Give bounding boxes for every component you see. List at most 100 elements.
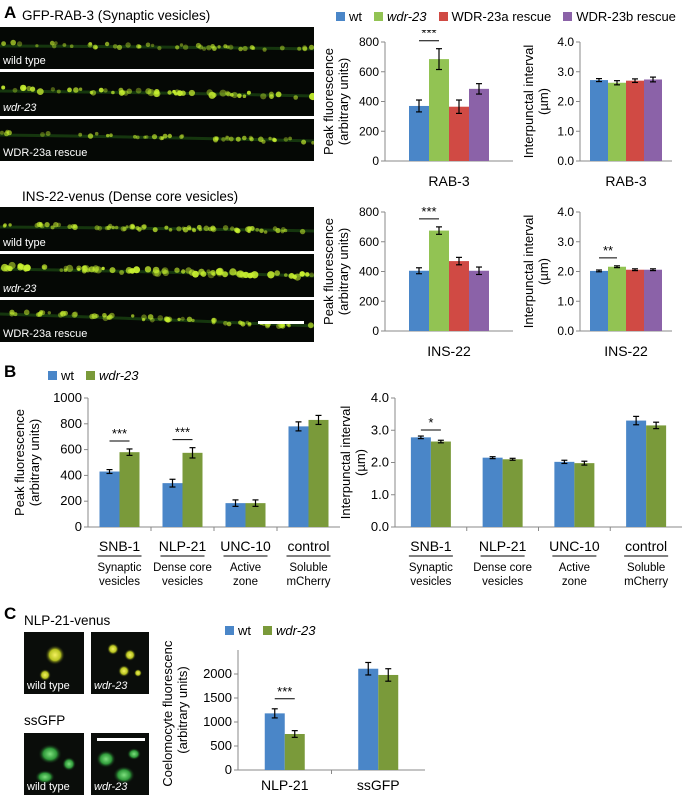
punctum — [36, 88, 44, 95]
chart-b-interpunctal-interval: Interpunctal interval(µm) 0.0 1.0 2.0 3.0 4.0… — [340, 390, 682, 588]
bar — [284, 734, 305, 770]
legend-item-rescue-a: WDR-23a rescue — [438, 9, 551, 24]
punctum — [136, 44, 141, 49]
punctum — [288, 136, 292, 141]
punctum — [186, 316, 193, 322]
legend-item-rescue-b: WDR-23b rescue — [563, 9, 676, 24]
punctum — [223, 321, 228, 326]
punctum — [274, 270, 281, 276]
punctum — [279, 45, 285, 51]
punctum — [76, 265, 82, 271]
punctum — [34, 223, 40, 228]
punctum — [203, 225, 210, 232]
punctum — [1, 85, 6, 90]
bar — [644, 269, 662, 331]
panel-b-legend: wt wdr-23 — [48, 368, 151, 383]
punctum — [231, 91, 238, 99]
nlp21-wdr23-image: wdr-23 — [91, 632, 149, 694]
punctum — [103, 88, 108, 93]
punctum — [210, 44, 215, 49]
x-tick-label: NLP-21 — [479, 538, 527, 554]
punctum — [135, 87, 142, 94]
punctum — [125, 42, 131, 48]
chart-coelomocyte-fluorescence: Coelomocyte fluorescence (arbitrary units… — [160, 640, 425, 793]
group-sublabel: Synaptic — [409, 562, 453, 574]
punctum — [135, 135, 140, 140]
punctum — [145, 88, 152, 95]
punctum — [236, 228, 241, 234]
punctum — [182, 44, 189, 50]
punctum — [129, 268, 136, 274]
bar — [308, 419, 329, 527]
punctum — [49, 40, 55, 46]
punctum — [72, 311, 78, 317]
punctum — [235, 136, 241, 142]
punctum — [102, 313, 107, 318]
punctum — [188, 269, 196, 276]
punctum — [1, 41, 6, 46]
punctum — [174, 267, 180, 273]
y-tick-label: 4.0 — [371, 390, 389, 405]
punctum — [82, 265, 87, 271]
rab3-wdr23-puncta-image — [0, 84, 314, 101]
punctum — [181, 269, 186, 274]
x-tick-label: NLP-21 — [261, 777, 309, 793]
punctum — [226, 91, 231, 97]
strip-label: wild type — [3, 237, 46, 249]
y-tick-label: 800 — [359, 35, 379, 49]
nlp21-images-title: NLP-21-venus — [24, 613, 111, 628]
punctum — [304, 272, 310, 277]
punctum — [251, 271, 259, 279]
punctum — [141, 224, 147, 229]
punctum — [147, 314, 154, 320]
punctum — [78, 87, 83, 91]
x-tick-label: SNB-1 — [410, 538, 451, 554]
punctum — [53, 41, 58, 45]
bar — [245, 503, 266, 527]
punctum — [130, 224, 135, 229]
group-sublabel: vesicles — [410, 576, 451, 588]
y-tick-label: 600 — [359, 235, 379, 249]
punctum — [242, 94, 247, 98]
strip-label: WDR-23a rescue — [3, 147, 88, 159]
punctum — [56, 89, 61, 94]
punctum — [275, 91, 282, 98]
y-axis-label: Peak fluorescence — [321, 218, 336, 325]
punctum — [162, 133, 168, 139]
x-axis-label: RAB-3 — [428, 173, 469, 189]
y-tick-label: 1000 — [203, 714, 232, 729]
nlp21-wild-type-image: wild type — [24, 632, 84, 694]
bar — [469, 88, 489, 161]
y-axis-label: (arbitrary units) — [336, 228, 351, 315]
punctum — [91, 313, 98, 319]
punctum — [0, 130, 4, 135]
punctum — [161, 268, 167, 275]
punctum — [119, 270, 124, 275]
punctum — [143, 135, 147, 139]
punctum — [111, 225, 115, 230]
punctum — [8, 261, 16, 270]
punctum — [268, 136, 272, 141]
punctum — [88, 266, 95, 273]
punctum — [182, 226, 189, 233]
strip-label: wild type — [3, 55, 46, 67]
punctum — [202, 46, 207, 51]
punctum — [299, 228, 306, 235]
punctum — [284, 273, 288, 277]
legend-item-wt: wt — [336, 9, 362, 24]
punctum — [161, 267, 169, 274]
punctum — [82, 265, 90, 273]
punctum — [311, 141, 314, 145]
y-axis-label: (µm) — [536, 258, 551, 285]
punctum — [67, 87, 72, 93]
punctum — [206, 45, 212, 51]
punctum — [240, 321, 245, 326]
group-sublabel: Dense core — [153, 562, 212, 574]
punctum — [236, 270, 244, 278]
punctum — [176, 226, 182, 232]
group-sublabel: vesicles — [99, 576, 140, 588]
punctum — [273, 138, 277, 142]
y-axis-label: (µm) — [353, 449, 368, 476]
rab3-strip-wild-type: wild type — [0, 27, 314, 69]
punctum — [63, 265, 69, 271]
